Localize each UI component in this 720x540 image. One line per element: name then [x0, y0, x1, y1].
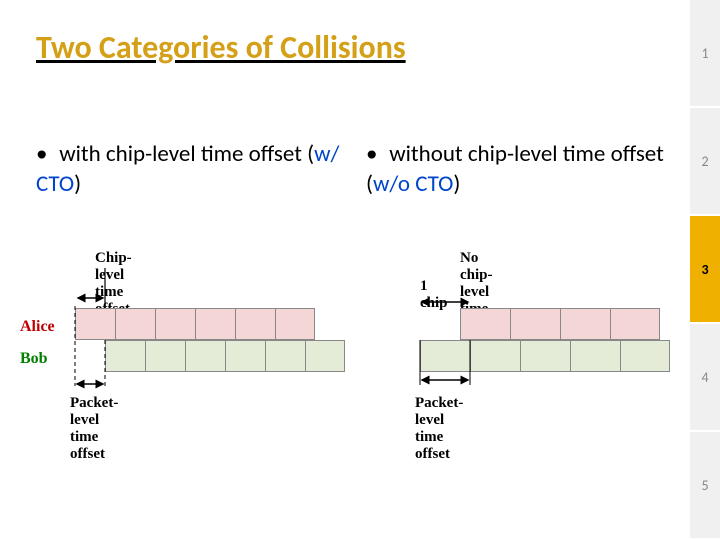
bullet-right-post: ) — [453, 170, 460, 198]
chip — [195, 308, 235, 340]
nav-item-1[interactable]: 1 — [690, 0, 720, 108]
diagram-area: Alice Bob Chip-level time offset Packet-… — [20, 250, 690, 480]
chip — [155, 308, 195, 340]
chip — [510, 308, 560, 340]
nav-item-4[interactable]: 4 — [690, 324, 720, 432]
chip — [185, 340, 225, 372]
slide-title: Two Categories of Collisions — [36, 28, 406, 67]
chip — [610, 308, 660, 340]
chip — [265, 340, 305, 372]
chip — [225, 340, 265, 372]
bullet-right-blue: w/o CTO — [373, 170, 453, 198]
chip — [275, 308, 315, 340]
chip — [115, 308, 155, 340]
label-packet-offset-right: Packet-level time offset — [415, 395, 463, 463]
chip — [305, 340, 345, 372]
alice-chips-right — [460, 308, 660, 340]
nav-item-3[interactable]: 3 — [690, 216, 720, 324]
arrow-chip-offset-icon — [75, 268, 135, 308]
nav-item-2[interactable]: 2 — [690, 108, 720, 216]
bullet-left-pre: with chip-level time offset ( — [59, 140, 314, 168]
slide-nav: 1 2 3 4 5 — [690, 0, 720, 540]
chip — [560, 308, 610, 340]
bullet-left-post: ) — [74, 170, 81, 198]
chip — [235, 308, 275, 340]
bullet-dot-icon: • — [366, 140, 384, 170]
label-packet-offset-left: Packet-level time offset — [70, 395, 118, 463]
bob-chips-left — [105, 340, 345, 372]
chip — [520, 340, 570, 372]
nav-item-5[interactable]: 5 — [690, 432, 720, 540]
label-bob: Bob — [20, 350, 48, 368]
chip — [570, 340, 620, 372]
label-alice: Alice — [20, 318, 55, 336]
bullet-right: • without chip-level time offset (w/o CT… — [366, 140, 676, 200]
bullet-left: • with chip-level time offset (w/ CTO) — [36, 140, 346, 200]
chip — [145, 340, 185, 372]
bullet-row: • with chip-level time offset (w/ CTO) •… — [36, 140, 676, 200]
bullet-dot-icon: • — [36, 140, 54, 170]
dashed-offset-icon — [67, 306, 117, 406]
arrow-packet-offset-right-icon — [410, 340, 480, 390]
chip — [460, 308, 510, 340]
chip — [620, 340, 670, 372]
